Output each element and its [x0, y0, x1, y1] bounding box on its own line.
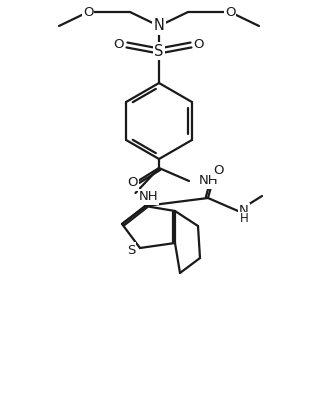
- Text: O: O: [128, 176, 138, 190]
- Text: N: N: [154, 18, 164, 34]
- Text: NH: NH: [139, 191, 158, 203]
- Text: O: O: [83, 5, 93, 18]
- Text: S: S: [154, 44, 164, 59]
- Text: S: S: [127, 243, 135, 257]
- Text: O: O: [114, 39, 124, 52]
- Text: NH: NH: [199, 174, 219, 188]
- Text: N: N: [239, 205, 249, 218]
- Text: O: O: [225, 5, 235, 18]
- Text: O: O: [194, 39, 204, 52]
- Text: O: O: [214, 164, 224, 178]
- Text: H: H: [240, 213, 248, 225]
